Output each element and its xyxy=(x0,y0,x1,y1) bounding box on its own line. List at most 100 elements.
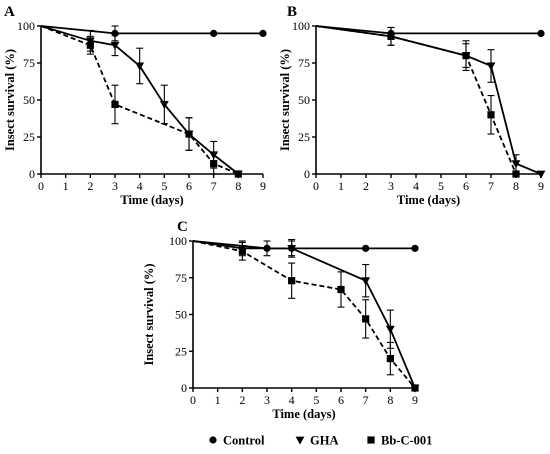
x-tick-label: 3 xyxy=(388,179,394,193)
x-tick-label: 6 xyxy=(463,179,469,193)
y-tick-label: 100 xyxy=(17,19,35,33)
panel-c: C 0 1 2 3 4 5 6 7 8 9 0 25 50 75 100 Time (days) Insect s… xyxy=(142,219,420,421)
x-tick-label: 8 xyxy=(387,393,393,407)
series-line-gha xyxy=(40,25,239,175)
series-bb-c-001 xyxy=(315,25,520,178)
x-tick-label: 1 xyxy=(338,179,344,193)
data-point-bb-c-001 xyxy=(362,315,370,323)
data-point-bb-c-001 xyxy=(288,277,296,285)
data-point-control xyxy=(411,244,419,252)
x-axis-title: Time (days) xyxy=(120,193,183,207)
x-tick-label: 5 xyxy=(161,179,167,193)
legend-item-bb-c-001: Bb-C-001 xyxy=(367,434,432,448)
data-point-bb-c-001 xyxy=(86,41,94,49)
y-tick-label: 25 xyxy=(175,344,187,358)
y-tick-label: 25 xyxy=(298,130,310,144)
y-tick-label: 50 xyxy=(23,93,35,107)
legend-item-gha: GHA xyxy=(295,434,338,448)
data-point-control xyxy=(259,29,267,37)
y-tick-label: 0 xyxy=(29,167,35,181)
panel-a: A 0 1 2 3 4 5 6 7 8 9 0 25 50 75 100 Time (days) Insect s… xyxy=(3,4,267,207)
x-tick-label: 9 xyxy=(412,393,418,407)
x-tick-label: 2 xyxy=(87,179,93,193)
data-point-control xyxy=(537,29,545,37)
data-point-gha xyxy=(135,62,145,71)
x-axis-title: Time (days) xyxy=(272,407,335,421)
y-tick-label: 75 xyxy=(175,271,187,285)
data-point-bb-c-001 xyxy=(210,160,218,168)
data-point-bb-c-001 xyxy=(238,247,246,255)
data-point-bb-c-001 xyxy=(337,285,345,294)
x-tick-label: 9 xyxy=(538,179,544,193)
data-point-gha xyxy=(385,325,395,334)
legend-label-control: Control xyxy=(223,434,265,448)
data-point-gha xyxy=(287,244,297,253)
data-point-bb-c-001 xyxy=(386,355,394,363)
data-point-gha xyxy=(536,170,546,179)
series-bb-c-001 xyxy=(40,25,242,178)
x-tick-label: 9 xyxy=(260,179,266,193)
series-gha xyxy=(40,25,243,179)
x-tick-label: 3 xyxy=(264,393,270,407)
data-point-bb-c-001 xyxy=(234,170,242,178)
data-point-gha xyxy=(361,277,371,286)
series-line-bb-c-001 xyxy=(192,240,416,389)
data-point-bb-c-001 xyxy=(185,130,193,138)
data-point-gha xyxy=(511,160,521,169)
panel-b: B 0 1 2 3 4 5 6 7 8 9 0 25 50 75 100 Time (days) Insect s… xyxy=(278,4,546,207)
legend-item-control: Control xyxy=(209,434,265,448)
x-tick-label: 1 xyxy=(63,179,69,193)
data-point-bb-c-001 xyxy=(512,170,520,178)
legend-marker-control xyxy=(209,436,217,444)
series-line-gha xyxy=(192,240,416,389)
x-tick-label: 2 xyxy=(363,179,369,193)
data-point-bb-c-001 xyxy=(111,100,119,109)
y-tick-label: 100 xyxy=(292,19,310,33)
x-tick-label: 6 xyxy=(338,393,344,407)
x-tick-label: 5 xyxy=(438,179,444,193)
data-point-control xyxy=(210,29,218,37)
data-point-gha xyxy=(110,41,120,50)
x-tick-label: 8 xyxy=(513,179,519,193)
x-tick-label: 3 xyxy=(112,179,118,193)
y-tick-label: 100 xyxy=(169,234,187,248)
y-tick-label: 0 xyxy=(181,381,187,395)
x-tick-label: 4 xyxy=(413,179,419,193)
y-tick-label: 50 xyxy=(175,308,187,322)
y-tick-label: 25 xyxy=(23,130,35,144)
legend-label-gha: GHA xyxy=(310,434,338,448)
series-gha xyxy=(192,238,420,393)
y-tick-label: 75 xyxy=(298,56,310,70)
data-point-gha xyxy=(486,62,496,71)
series-line-bb-c-001 xyxy=(315,25,517,175)
x-tick-label: 7 xyxy=(211,179,217,193)
legend-marker-gha xyxy=(295,436,305,445)
series-gha xyxy=(315,25,546,179)
data-point-bb-c-001 xyxy=(387,32,395,40)
x-tick-label: 4 xyxy=(137,179,143,193)
y-tick-label: 0 xyxy=(304,167,310,181)
series-line-control xyxy=(40,25,263,35)
x-tick-label: 0 xyxy=(313,179,319,193)
series-line-bb-c-001 xyxy=(40,25,239,175)
x-tick-label: 0 xyxy=(38,179,44,193)
y-axis-title: Insect survival (%) xyxy=(278,49,292,151)
data-point-control xyxy=(362,244,370,252)
x-tick-label: 8 xyxy=(235,179,241,193)
x-tick-label: 7 xyxy=(363,393,369,407)
data-point-bb-c-001 xyxy=(462,52,470,60)
x-tick-label: 7 xyxy=(488,179,494,193)
legend-marker-bb-c-001 xyxy=(367,436,375,444)
y-axis-title: Insect survival (%) xyxy=(142,263,156,365)
legend-label-bb-c-001: Bb-C-001 xyxy=(381,434,432,448)
x-tick-label: 5 xyxy=(313,393,319,407)
series-control xyxy=(40,25,267,42)
y-tick-label: 75 xyxy=(23,56,35,70)
legend: Control GHA Bb-C-001 xyxy=(209,434,432,448)
x-tick-label: 2 xyxy=(239,393,245,407)
panel-letter: C xyxy=(177,219,188,235)
data-point-bb-c-001 xyxy=(487,111,495,119)
panel-letter: A xyxy=(4,4,15,20)
y-axis-title: Insect survival (%) xyxy=(3,49,17,151)
data-point-gha xyxy=(159,101,169,110)
